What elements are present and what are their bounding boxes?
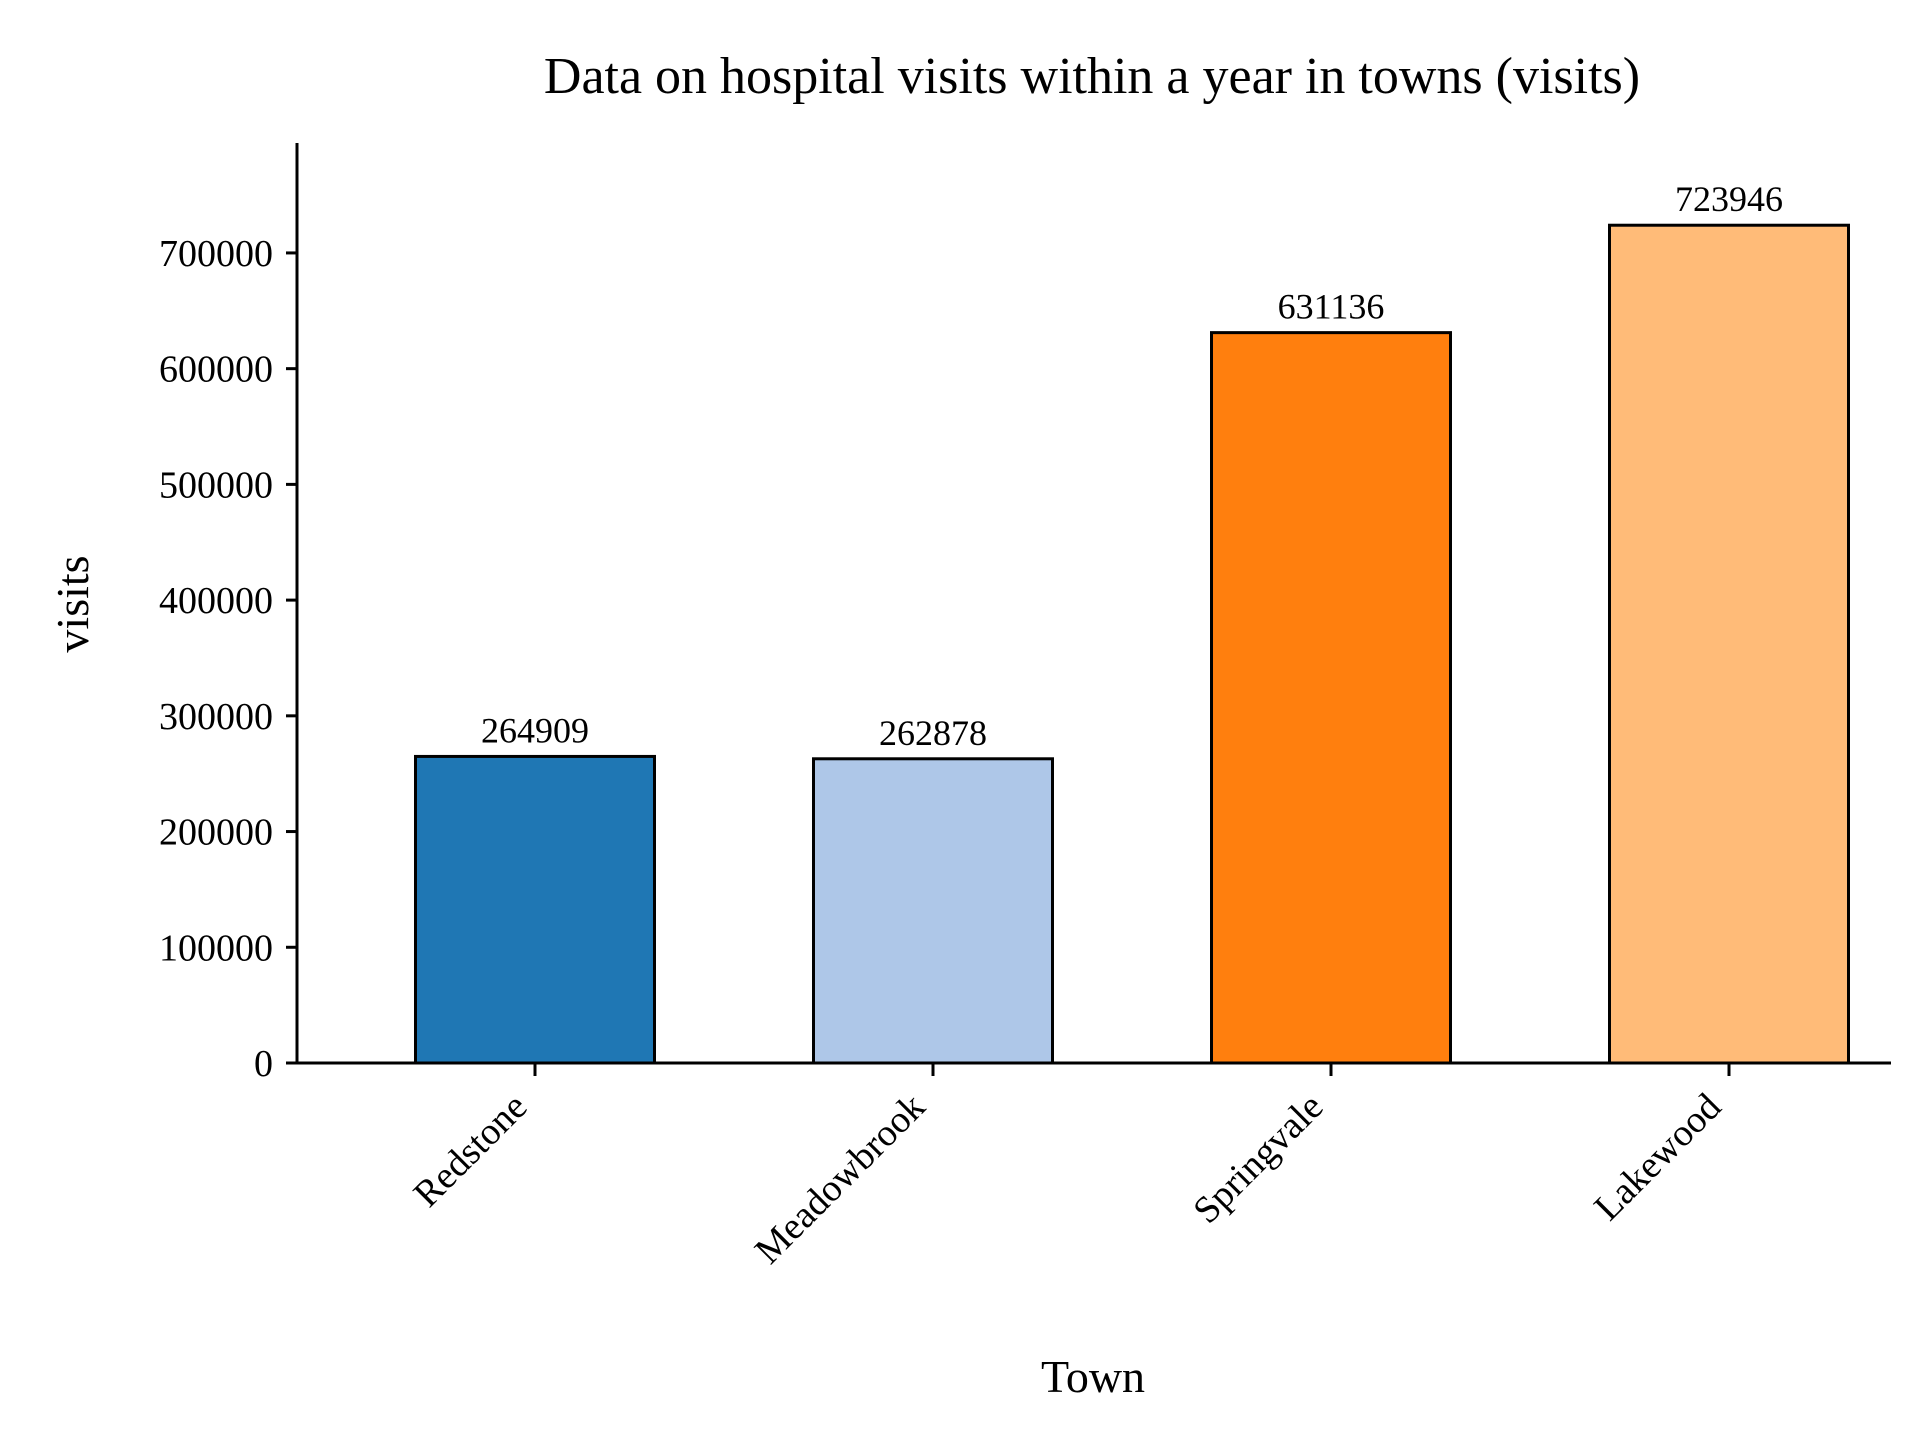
y-axis-ticks: 0 100000 200000 300000 400000 500000 600000 700… [159, 233, 297, 1085]
x-axis-ticks: Redstone Meadowbrook Springvale Lakewood [406, 1063, 1731, 1272]
data-label-redstone: 264909 [481, 710, 589, 750]
y-tick-label: 0 [254, 1043, 273, 1085]
y-tick-label: 500000 [159, 464, 273, 506]
bars: 264909 262878 631136 723946 [414, 179, 1850, 1065]
data-label-meadowbrook: 262878 [879, 713, 987, 753]
y-tick-label: 400000 [159, 580, 273, 622]
x-tick-label-redstone: Redstone [406, 1086, 536, 1216]
x-tick-label-springvale: Springvale [1185, 1086, 1331, 1232]
data-label-springvale: 631136 [1278, 287, 1385, 327]
y-axis-label: visits [47, 555, 98, 652]
bar-meadowbrook [812, 757, 1054, 1065]
x-tick-label-meadowbrook: Meadowbrook [747, 1086, 933, 1272]
y-tick-label: 300000 [159, 696, 273, 738]
y-tick-label: 700000 [159, 233, 273, 275]
bar-lakewood [1608, 223, 1850, 1065]
bar-redstone [414, 754, 656, 1065]
data-label-lakewood: 723946 [1675, 179, 1783, 219]
y-tick-label: 600000 [159, 349, 273, 391]
y-tick-label: 100000 [159, 927, 273, 969]
x-axis-label: Town [1041, 1351, 1145, 1402]
y-tick-label: 200000 [159, 812, 273, 854]
bar-springvale [1210, 331, 1452, 1065]
chart-title: Data on hospital visits within a year in… [544, 48, 1640, 105]
x-tick-label-lakewood: Lakewood [1586, 1086, 1729, 1229]
